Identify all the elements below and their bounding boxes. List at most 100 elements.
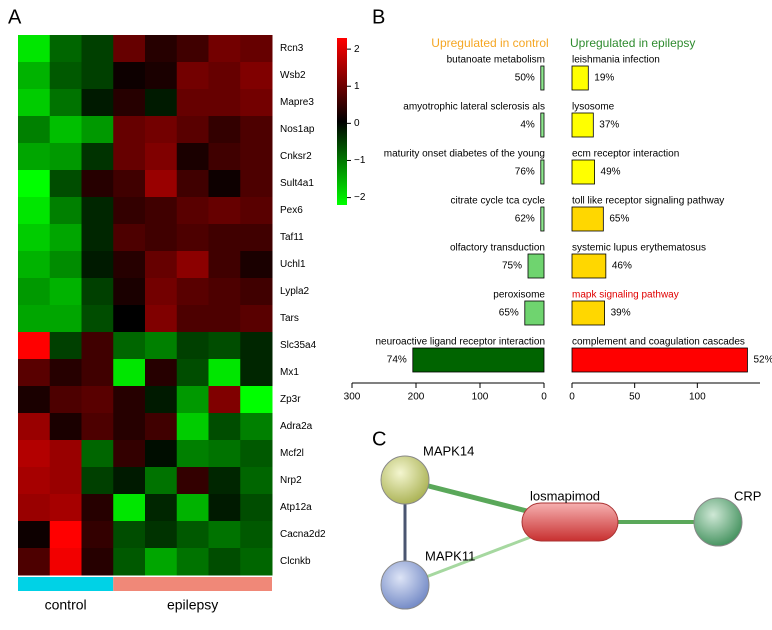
- heat-cell: [240, 332, 273, 360]
- bar-title: Upregulated in control: [431, 36, 548, 50]
- heat-cell: [113, 467, 146, 495]
- heat-cell: [49, 413, 82, 441]
- heat-cell: [208, 143, 241, 171]
- heat-cell: [18, 62, 51, 90]
- heat-cell: [145, 278, 178, 306]
- heat-cell: [81, 332, 114, 360]
- heat-cell: [208, 35, 241, 63]
- bar: [571, 206, 604, 232]
- heat-cell: [145, 143, 178, 171]
- heat-cell: [113, 332, 146, 360]
- heat-cell: [176, 89, 209, 117]
- heat-cell: [145, 494, 178, 522]
- heat-cell: [81, 467, 114, 495]
- heat-cell: [208, 359, 241, 387]
- category-label: ecm receptor interaction: [572, 149, 679, 160]
- category-label: amyotrophic lateral sclerosis als: [403, 102, 545, 113]
- heat-cell: [145, 548, 178, 576]
- bar: [527, 253, 545, 279]
- category-label: maturity onset diabetes of the young: [384, 149, 545, 160]
- heat-cell: [145, 170, 178, 198]
- bar: [571, 253, 607, 279]
- heat-cell: [176, 305, 209, 333]
- heat-cell: [240, 386, 273, 414]
- category-label: butanoate metabolism: [447, 55, 545, 66]
- heat-cell: [145, 197, 178, 225]
- heat-cell: [49, 386, 82, 414]
- heat-cell: [208, 116, 241, 144]
- heat-cell: [113, 359, 146, 387]
- bar-annotation: 39%: [611, 308, 631, 319]
- key-tick-label: −2: [354, 192, 366, 203]
- node: [521, 502, 619, 542]
- heat-cell: [176, 197, 209, 225]
- row-label: Cnksr2: [280, 151, 312, 162]
- heat-cell: [18, 305, 51, 333]
- heat-cell: [208, 62, 241, 90]
- heat-cell: [176, 521, 209, 549]
- heat-cell: [49, 521, 82, 549]
- heat-cell: [18, 143, 51, 171]
- heat-cell: [81, 116, 114, 144]
- heat-cell: [81, 35, 114, 63]
- panel-label: A: [8, 6, 22, 28]
- heat-cell: [18, 89, 51, 117]
- heat-cell: [49, 224, 82, 252]
- heat-cell: [81, 278, 114, 306]
- heat-cell: [145, 386, 178, 414]
- row-label: Nrp2: [280, 475, 302, 486]
- bar: [571, 159, 595, 185]
- node-label: MAPK11: [425, 548, 475, 563]
- heat-cell: [49, 116, 82, 144]
- category-label: peroxisome: [493, 290, 545, 301]
- row-label: Adra2a: [280, 421, 313, 432]
- row-label: Uchl1: [280, 259, 306, 270]
- row-label: Slc35a4: [280, 340, 317, 351]
- heat-cell: [145, 305, 178, 333]
- heat-cell: [145, 35, 178, 63]
- heat-cell: [113, 305, 146, 333]
- heat-cell: [176, 143, 209, 171]
- bar-annotation: 65%: [499, 308, 519, 319]
- heat-cell: [81, 143, 114, 171]
- row-label: Tars: [280, 313, 299, 324]
- heat-cell: [176, 170, 209, 198]
- bar: [571, 347, 748, 373]
- heat-cell: [176, 35, 209, 63]
- heat-cell: [208, 548, 241, 576]
- group-bar: [113, 577, 272, 591]
- heat-cell: [81, 62, 114, 90]
- bar: [540, 206, 545, 232]
- row-label: Nos1ap: [280, 124, 315, 135]
- row-label: Pex6: [280, 205, 303, 216]
- heat-cell: [176, 359, 209, 387]
- panel-label: B: [372, 6, 385, 28]
- heat-cell: [113, 251, 146, 279]
- heat-cell: [208, 278, 241, 306]
- bar: [540, 65, 545, 91]
- heat-cell: [240, 89, 273, 117]
- heat-cell: [240, 359, 273, 387]
- heat-cell: [176, 440, 209, 468]
- x-tick-label: 0: [569, 392, 575, 403]
- heat-cell: [208, 386, 241, 414]
- heat-cell: [240, 251, 273, 279]
- category-label: citrate cycle tca cycle: [451, 196, 546, 207]
- heat-cell: [240, 278, 273, 306]
- heat-cell: [240, 548, 273, 576]
- category-label: toll like receptor signaling pathway: [572, 196, 724, 207]
- group-label: epilepsy: [167, 597, 218, 613]
- key-tick-label: 2: [354, 44, 360, 55]
- heat-cell: [240, 521, 273, 549]
- heat-cell: [18, 116, 51, 144]
- key-tick-label: 1: [354, 81, 360, 92]
- heat-cell: [49, 278, 82, 306]
- row-label: Mx1: [280, 367, 299, 378]
- heat-cell: [81, 386, 114, 414]
- heat-cell: [18, 548, 51, 576]
- heat-cell: [176, 386, 209, 414]
- row-label: Wsb2: [280, 70, 306, 81]
- heat-cell: [18, 440, 51, 468]
- heat-cell: [240, 116, 273, 144]
- heat-cell: [240, 62, 273, 90]
